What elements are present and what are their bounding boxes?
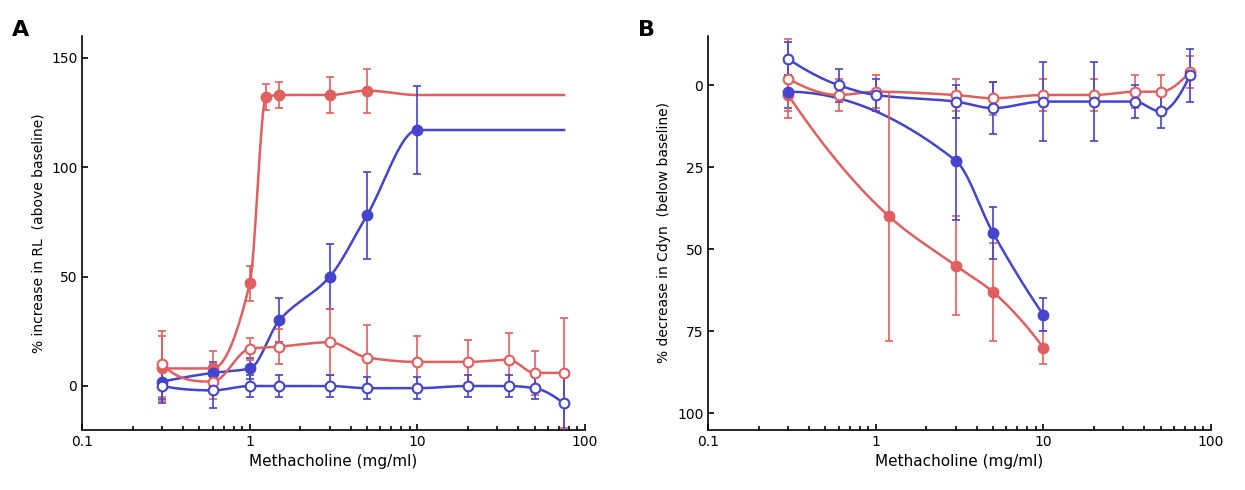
X-axis label: Methacholine (mg/ml): Methacholine (mg/ml) <box>875 454 1043 469</box>
Text: A: A <box>12 20 29 40</box>
X-axis label: Methacholine (mg/ml): Methacholine (mg/ml) <box>249 454 418 469</box>
Y-axis label: % increase in RL  (above baseline): % increase in RL (above baseline) <box>31 113 46 353</box>
Text: B: B <box>637 20 655 40</box>
Y-axis label: % decrease in Cdyn  (below baseline): % decrease in Cdyn (below baseline) <box>657 102 671 364</box>
